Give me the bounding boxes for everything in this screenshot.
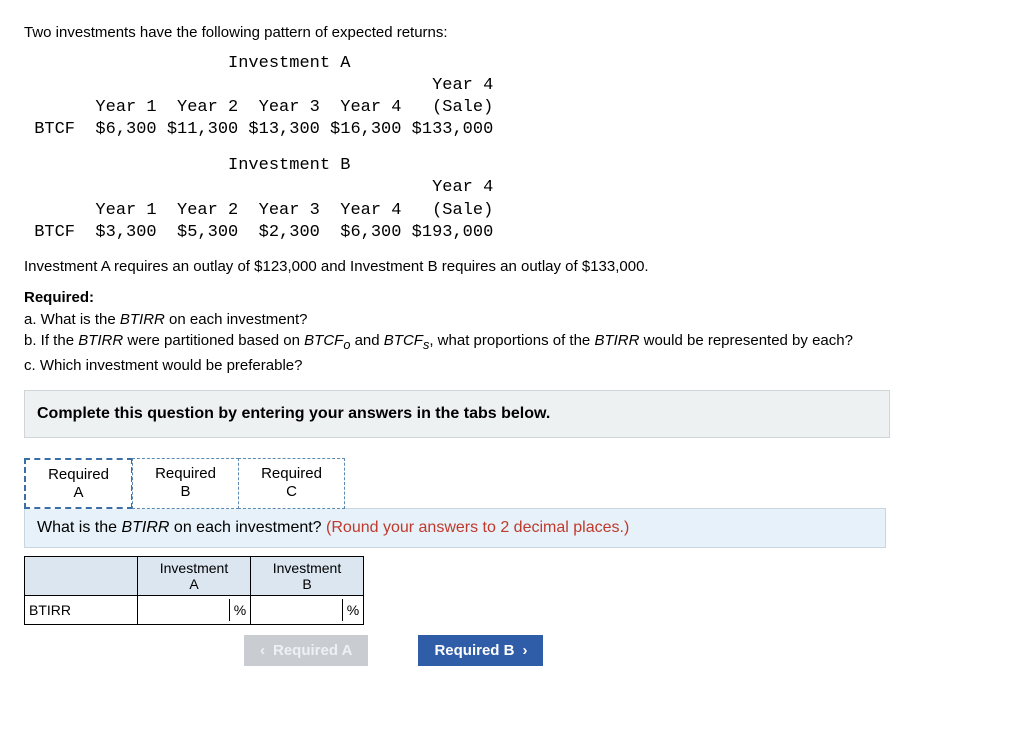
question-bar: What is the BTIRR on each investment? (R…: [24, 508, 886, 548]
req-c: c. Which investment would be preferable?: [24, 355, 994, 377]
ans-hdr-b: InvestmentB: [251, 556, 364, 595]
next-button[interactable]: Required B ›: [418, 635, 543, 666]
btirr-a-input[interactable]: [138, 599, 230, 621]
unit-label: %: [343, 599, 363, 621]
nav-row: ‹ Required A Required B ›: [244, 635, 994, 666]
investment-a-table: Investment A Year 4 Year 1 Year 2 Year 3…: [24, 53, 994, 141]
chevron-left-icon: ‹: [260, 642, 265, 659]
ans-rowlabel: BTIRR: [25, 595, 138, 624]
tab-required-a[interactable]: RequiredA: [24, 458, 133, 509]
required-block: Required: a. What is the BTIRR on each i…: [24, 287, 994, 377]
btirr-b-input[interactable]: [251, 599, 343, 621]
ans-cell-a: %: [138, 595, 251, 624]
req-a: a. What is the BTIRR on each investment?: [24, 309, 994, 331]
unit-label: %: [230, 599, 250, 621]
chevron-right-icon: ›: [522, 642, 527, 659]
tab-required-c[interactable]: RequiredC: [238, 458, 345, 509]
ans-cell-b: %: [251, 595, 364, 624]
next-label: Required B: [434, 642, 514, 659]
tab-row: RequiredA RequiredB RequiredC: [24, 458, 994, 509]
instruction-box: Complete this question by entering your …: [24, 390, 890, 438]
req-b: b. If the BTIRR were partitioned based o…: [24, 330, 994, 354]
ans-hdr-a: InvestmentA: [138, 556, 251, 595]
intro-text: Two investments have the following patte…: [24, 24, 994, 41]
tab-required-b[interactable]: RequiredB: [132, 458, 239, 509]
answer-table: InvestmentA InvestmentB BTIRR % %: [24, 556, 364, 625]
investment-b-table: Investment B Year 4 Year 1 Year 2 Year 3…: [24, 155, 994, 243]
required-label: Required:: [24, 287, 994, 309]
ans-hdr-blank: [25, 556, 138, 595]
prev-label: Required A: [273, 642, 352, 659]
outlay-text: Investment A requires an outlay of $123,…: [24, 258, 994, 275]
prev-button[interactable]: ‹ Required A: [244, 635, 368, 666]
